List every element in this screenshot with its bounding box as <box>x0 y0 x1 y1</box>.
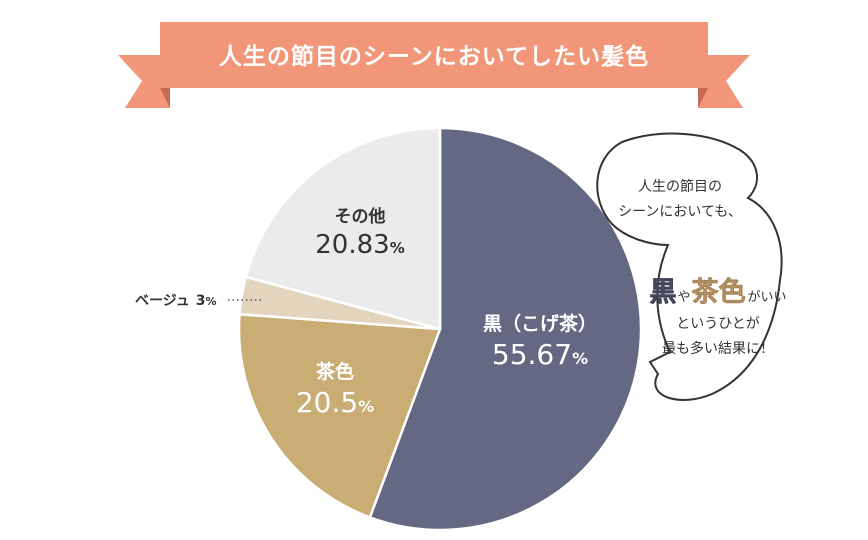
bubble-shape <box>596 132 783 401</box>
title-banner: 人生の節目のシーンにおいてしたい髪色 <box>118 22 750 108</box>
bubble-line-3: 黒や茶色 がいい <box>649 276 786 308</box>
speech-bubble: 人生の節目の シーンにおいても、 黒や茶色 がいい というひとが 最も多い結果に！ <box>596 132 787 401</box>
label-chairo-value: 20.5% <box>296 386 374 419</box>
label-sonota-name: その他 <box>335 206 386 227</box>
pie-chart <box>237 126 643 532</box>
label-chairo-name: 茶色 <box>316 360 354 383</box>
banner-body <box>160 22 708 88</box>
slice-chairo <box>237 312 442 519</box>
bubble-line-4: というひとが <box>676 316 760 332</box>
chart-title: 人生の節目のシーンにおいてしたい髪色 <box>219 43 649 70</box>
label-beige: ベージュ 3% <box>135 293 262 309</box>
label-beige-text: ベージュ 3% <box>135 293 217 309</box>
label-sonota-value: 20.83% <box>315 230 404 260</box>
label-sonota: その他 20.83% <box>315 206 404 260</box>
banner-right-fold <box>698 88 708 108</box>
bubble-kuro: 黒 <box>649 277 676 308</box>
banner-left-tail <box>118 55 170 108</box>
bubble-chairo: 茶色 <box>692 276 746 308</box>
slice-sonota <box>244 126 442 331</box>
bubble-line-5: 最も多い結果に！ <box>662 340 774 357</box>
slice-kuro <box>368 126 643 532</box>
label-kuro-value: 55.67% <box>492 338 588 371</box>
bubble-line-1: 人生の節目の <box>638 178 722 195</box>
label-kuro-name: 黒（こげ茶） <box>483 312 597 335</box>
label-kuro: 黒（こげ茶） 55.67% <box>483 312 597 371</box>
label-chairo: 茶色 20.5% <box>296 360 374 419</box>
banner-right-tail <box>698 55 750 108</box>
banner-left-fold <box>160 88 170 108</box>
bubble-line-2: シーンにおいても、 <box>618 204 742 220</box>
